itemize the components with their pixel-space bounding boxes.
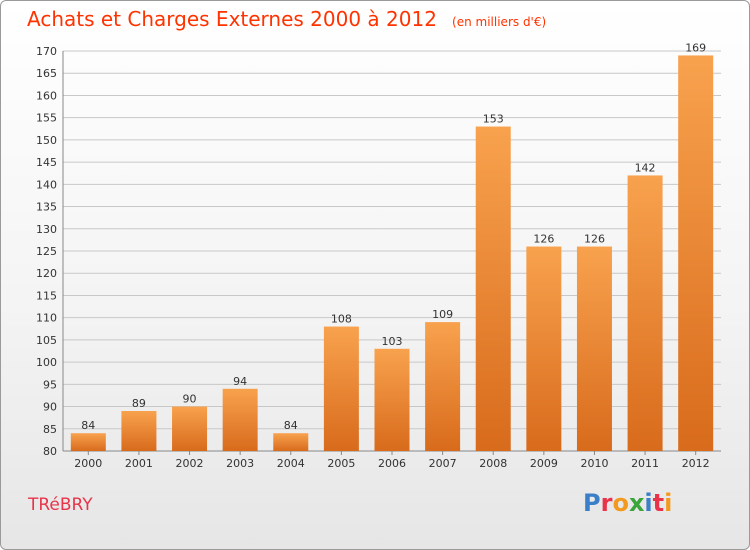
- y-tick-label: 165: [36, 67, 57, 80]
- bar-2002: [172, 406, 208, 451]
- x-tick-label: 2003: [226, 457, 254, 470]
- y-tick-label: 95: [43, 378, 57, 391]
- bar-2005: [323, 326, 359, 451]
- y-tick-label: 85: [43, 423, 57, 436]
- y-tick-label: 155: [36, 112, 57, 125]
- bar-value-label: 103: [382, 335, 403, 348]
- bar-value-label: 126: [584, 233, 605, 246]
- bar-value-label: 153: [483, 113, 504, 126]
- y-tick-label: 110: [36, 312, 57, 325]
- x-tick-label: 2010: [580, 457, 608, 470]
- y-tick-label: 145: [36, 156, 57, 169]
- proxiti-logo: Proxiti: [583, 489, 673, 517]
- bar-value-label: 126: [533, 233, 554, 246]
- chart-title-unit: (en milliers d'€): [452, 15, 547, 29]
- bar-2009: [526, 246, 562, 451]
- bar-2003: [222, 388, 258, 451]
- bar-2007: [425, 322, 461, 451]
- y-tick-labels: 80 85 90 95 100 105 110 115 120 125 130 135 140 145 15…: [36, 45, 57, 458]
- bar-value-labels: 84 89 90 94 84 108 103 109 153 126 126 142 169: [81, 41, 706, 432]
- bar-2010: [576, 246, 612, 451]
- bar-2012: [678, 55, 714, 451]
- x-tick-label: 2002: [176, 457, 204, 470]
- y-tick-label: 125: [36, 245, 57, 258]
- y-tick-label: 130: [36, 223, 57, 236]
- bar-value-label: 84: [284, 419, 298, 432]
- y-tick-label: 135: [36, 201, 57, 214]
- x-tick-label: 2008: [479, 457, 507, 470]
- bars: [70, 55, 714, 452]
- y-tick-label: 80: [43, 445, 57, 458]
- bar-value-label: 108: [331, 313, 352, 326]
- bar-2011: [627, 175, 663, 451]
- x-tick-label: 2006: [378, 457, 406, 470]
- bar-value-label: 109: [432, 308, 453, 321]
- bar-2004: [273, 433, 309, 451]
- chart-title-main: Achats et Charges Externes 2000 à 2012: [27, 7, 437, 31]
- bar-value-label: 89: [132, 397, 146, 410]
- bar-value-label: 142: [635, 161, 656, 174]
- bar-2008: [475, 126, 511, 452]
- x-tick-label: 2009: [530, 457, 558, 470]
- bar-value-label: 169: [685, 41, 706, 54]
- bar-2000: [70, 433, 106, 451]
- y-tick-label: 170: [36, 45, 57, 58]
- y-tick-label: 100: [36, 356, 57, 369]
- bar-value-label: 90: [183, 393, 197, 406]
- y-tick-label: 90: [43, 401, 57, 414]
- bar-value-label: 94: [233, 375, 247, 388]
- chart-title: Achats et Charges Externes 2000 à 2012 (…: [27, 7, 546, 31]
- y-tick-label: 150: [36, 134, 57, 147]
- bar-2001: [121, 411, 157, 451]
- y-tick-label: 105: [36, 334, 57, 347]
- bar-2006: [374, 348, 410, 451]
- y-tick-label: 140: [36, 178, 57, 191]
- y-tick-label: 115: [36, 289, 57, 302]
- x-tick-label: 2012: [682, 457, 710, 470]
- y-tick-label: 160: [36, 89, 57, 102]
- x-tick-label: 2005: [327, 457, 355, 470]
- x-tick-label: 2011: [631, 457, 659, 470]
- y-tick-label: 120: [36, 267, 57, 280]
- location-name: TRéBRY: [28, 495, 93, 515]
- x-tick-label: 2001: [125, 457, 153, 470]
- x-tick-labels: 2000 2001 2002 2003 2004 2005 2006 2007 2008 2009…: [74, 451, 710, 470]
- bar-value-label: 84: [81, 419, 95, 432]
- x-tick-label: 2000: [74, 457, 102, 470]
- x-tick-label: 2007: [429, 457, 457, 470]
- x-tick-label: 2004: [277, 457, 305, 470]
